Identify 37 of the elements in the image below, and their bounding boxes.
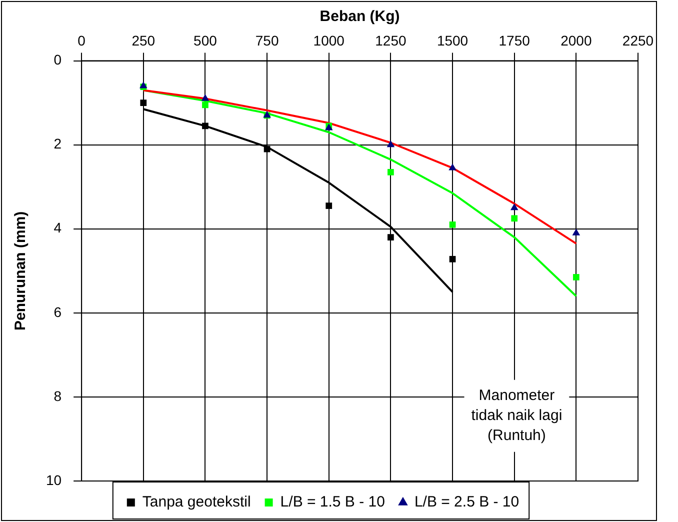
point: [201, 94, 210, 101]
y-tick-label: 8: [54, 388, 62, 404]
x-tick-label: 0: [78, 32, 86, 48]
y-tick-label: 0: [54, 52, 62, 68]
x-tick-label: 1500: [436, 32, 468, 48]
point: [572, 228, 580, 236]
legend-label: L/B = 2.5 B - 10: [414, 494, 520, 511]
y-axis-title: Penurunan (mm): [12, 211, 30, 330]
point: [140, 100, 147, 106]
point: [202, 102, 208, 108]
x-tick-label: 1250: [375, 32, 406, 48]
x-tick-label: 250: [132, 32, 156, 48]
point: [386, 140, 395, 148]
point: [449, 221, 456, 228]
legend-label: L/B = 1.5 B - 10: [280, 494, 385, 511]
y-tick-label: 4: [54, 220, 62, 236]
y-tick-label: 10: [46, 472, 62, 488]
y-tick-label: 6: [54, 304, 62, 320]
point: [572, 274, 580, 280]
x-tick-label: 1000: [313, 32, 345, 48]
point: [326, 202, 332, 209]
point: [388, 234, 394, 240]
x-tick-label: 500: [194, 32, 218, 48]
point: [449, 256, 456, 262]
y-tick-label: 2: [54, 136, 62, 152]
x-tick-label: 2000: [560, 32, 592, 48]
legend-label: Tanpa geotekstil: [142, 494, 251, 511]
point: [388, 168, 394, 176]
x-tick-label: 1750: [498, 32, 530, 48]
x-tick-label: 750: [255, 32, 279, 48]
point: [511, 215, 518, 222]
point: [202, 122, 208, 130]
x-axis-title: Beban (Kg): [320, 8, 400, 26]
point: [510, 203, 518, 210]
annotation: Manometer tidak naik lagi (Runtuh): [471, 387, 562, 444]
point: [448, 163, 456, 170]
x-tick-label: 2250: [622, 32, 654, 48]
